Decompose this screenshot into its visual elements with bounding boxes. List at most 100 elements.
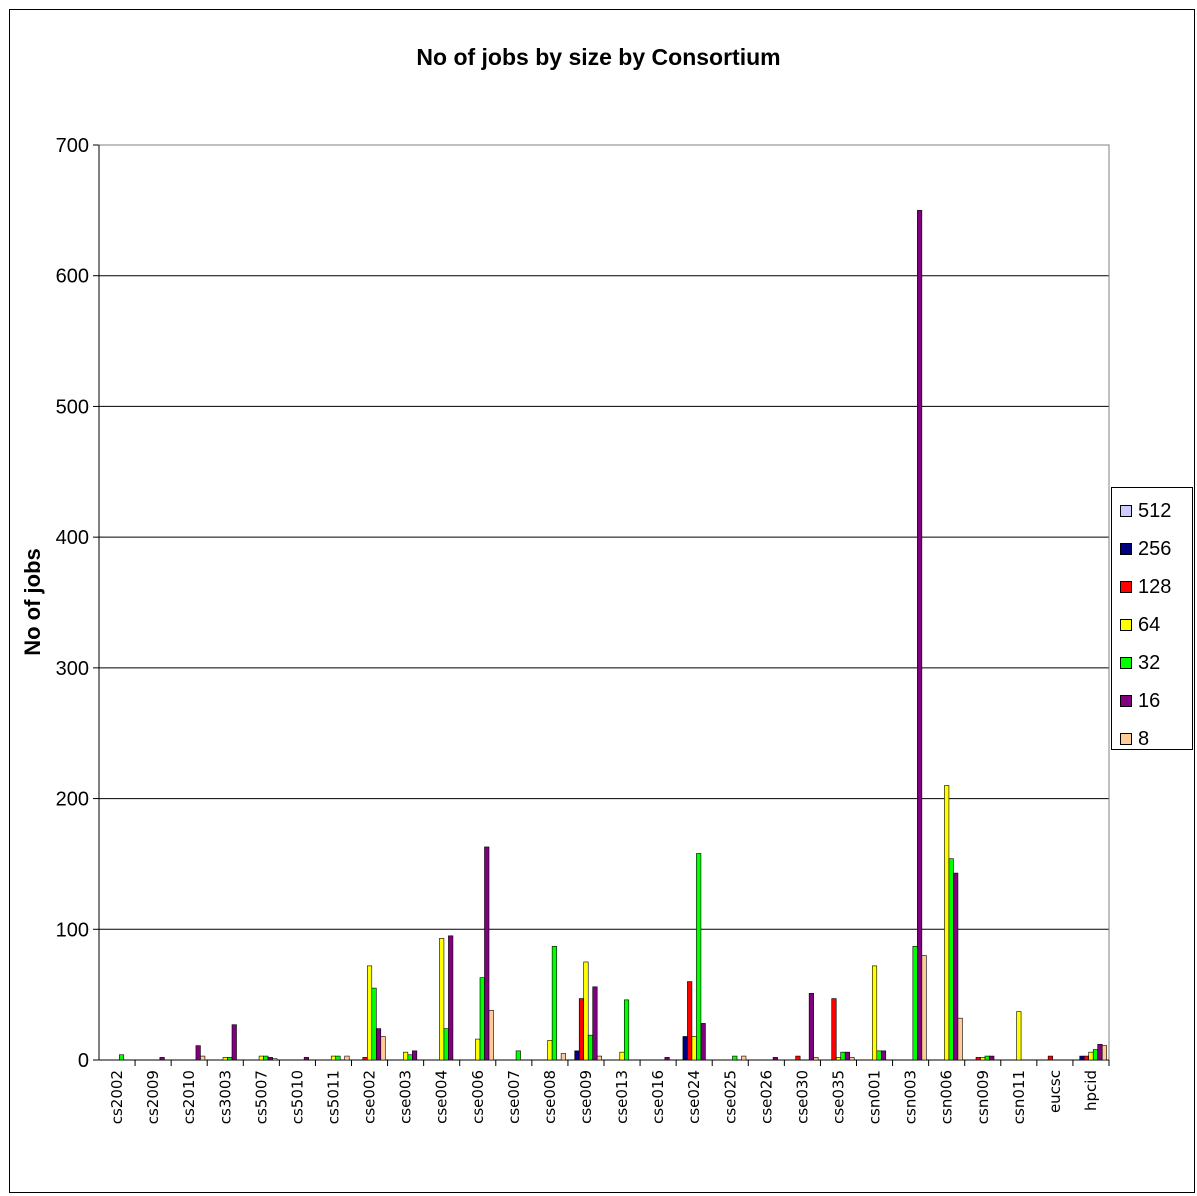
legend-label: 16 [1138, 689, 1161, 712]
y-tick-label: 500 [56, 396, 89, 418]
bar-64-cse035 [835, 1057, 842, 1061]
bar-8-cse002 [380, 1036, 386, 1061]
bar-8-cs2010 [200, 1055, 206, 1061]
bar-16-csn009 [989, 1055, 995, 1061]
legend-item-8: 8 [1112, 720, 1192, 758]
legend-swatch [1120, 657, 1132, 669]
bar-64-csn011 [1016, 1011, 1022, 1061]
bar-64-csn009 [980, 1057, 986, 1061]
bar-16-cs5007 [267, 1057, 273, 1061]
legend-label: 512 [1138, 499, 1172, 522]
x-tick-label: csn006 [938, 1070, 956, 1124]
legend-item-16: 16 [1112, 682, 1192, 720]
bar-256-cse024 [682, 1036, 688, 1061]
bar-16-cse002 [375, 1028, 382, 1061]
x-tick-label: csn003 [902, 1070, 920, 1124]
bar-16-csn003 [917, 210, 923, 1061]
bar-8-cs5011 [344, 1055, 350, 1061]
bar-32-cse008 [551, 945, 557, 1061]
bar-64-cse006 [475, 1038, 481, 1061]
bar-16-hpcid [1097, 1044, 1103, 1061]
bar-64-cse008 [547, 1040, 553, 1061]
bar-64-hpcid [1088, 1051, 1094, 1061]
bar-32-csn006 [948, 858, 954, 1061]
x-tick-label: csn001 [866, 1070, 884, 1124]
bar-8-cse006 [488, 1010, 494, 1061]
y-tick-label: 400 [56, 527, 89, 549]
bar-64-cse004 [439, 938, 445, 1061]
legend-swatch [1120, 581, 1132, 593]
x-tick-label: cse002 [361, 1070, 379, 1124]
legend-item-32: 32 [1112, 644, 1192, 682]
x-tick-label: cs2010 [180, 1070, 198, 1124]
bar-64-cse003 [403, 1051, 409, 1061]
y-tick-label: 600 [56, 266, 89, 288]
bar-8-csn006 [957, 1017, 963, 1061]
x-tick-label: csn009 [974, 1070, 992, 1124]
x-tick-label: cse003 [397, 1070, 415, 1124]
x-tick-label: csn011 [1010, 1070, 1028, 1124]
legend: 512 256 128 64 32 16 8 [1111, 487, 1193, 750]
bar-16-cse003 [412, 1050, 418, 1061]
y-tick-label: 300 [56, 658, 89, 680]
bar-64-cse002 [366, 965, 373, 1061]
x-tick-label: cse007 [505, 1070, 523, 1124]
x-tick-label: cse013 [613, 1070, 631, 1124]
legend-swatch [1120, 505, 1132, 517]
x-tick-label: cs5011 [324, 1070, 342, 1124]
bar-128-csn009 [975, 1057, 981, 1061]
bar-16-csn006 [953, 872, 959, 1061]
bar-64-cs5011 [330, 1055, 337, 1061]
x-tick-label: cse026 [757, 1070, 775, 1124]
x-tick-label: cse008 [541, 1070, 559, 1124]
bar-8-cs5007 [272, 1058, 278, 1061]
x-tick-label: cse025 [721, 1070, 739, 1124]
x-tick-label: cs2009 [144, 1070, 162, 1124]
bar-64-cs3003 [222, 1057, 228, 1061]
bar-32-cse025 [732, 1055, 738, 1061]
bar-64-cse009 [583, 961, 589, 1061]
legend-label: 32 [1138, 651, 1161, 674]
bar-32-cse002 [371, 987, 377, 1061]
x-tick-label: cse024 [685, 1070, 703, 1124]
chart-title: No of jobs by size by Consortium [416, 44, 781, 70]
legend-swatch [1120, 543, 1132, 555]
x-tick-label: cse009 [577, 1070, 595, 1124]
legend-swatch [1120, 619, 1132, 631]
bar-16-cse026 [772, 1057, 778, 1061]
bar-32-cs3003 [227, 1057, 233, 1061]
bar-32-cse004 [443, 1028, 449, 1061]
x-tick-label: cs2002 [108, 1070, 126, 1124]
bar-128-cse009 [578, 998, 585, 1061]
bar-128-cse030 [795, 1055, 801, 1061]
bar-64-csn006 [944, 785, 950, 1061]
bar-8-cse030 [813, 1057, 819, 1061]
bar-16-cse016 [664, 1057, 670, 1061]
bar-16-cse006 [484, 846, 490, 1061]
bar-128-hpcid [1083, 1055, 1090, 1061]
bar-32-csn001 [876, 1050, 882, 1061]
x-tick-label: cs3003 [216, 1070, 234, 1124]
bar-32-csn003 [912, 945, 918, 1061]
bar-128-cse002 [362, 1057, 368, 1061]
legend-label: 64 [1138, 613, 1161, 636]
x-tick-label: cse006 [469, 1070, 487, 1124]
bar-16-cs5010 [303, 1057, 309, 1061]
bar-8-csn003 [921, 955, 927, 1061]
legend-item-512: 512 [1112, 492, 1192, 530]
bar-16-cs2010 [195, 1045, 201, 1061]
bar-128-eucsc [1047, 1055, 1053, 1061]
x-tick-label: eucsc [1046, 1070, 1064, 1113]
bar-32-cs5011 [335, 1055, 341, 1061]
y-tick-label: 0 [78, 1050, 89, 1072]
bar-32-csn009 [984, 1055, 990, 1061]
bar-64-cse024 [691, 1036, 697, 1061]
x-tick-label: cs5007 [252, 1070, 270, 1124]
legend-swatch [1120, 733, 1132, 745]
bar-8-cse008 [560, 1053, 566, 1061]
legend-item-256: 256 [1112, 530, 1192, 568]
x-tick-label: cse030 [793, 1070, 811, 1124]
bar-8-cse009 [596, 1055, 603, 1061]
bar-16-cse030 [808, 993, 814, 1061]
